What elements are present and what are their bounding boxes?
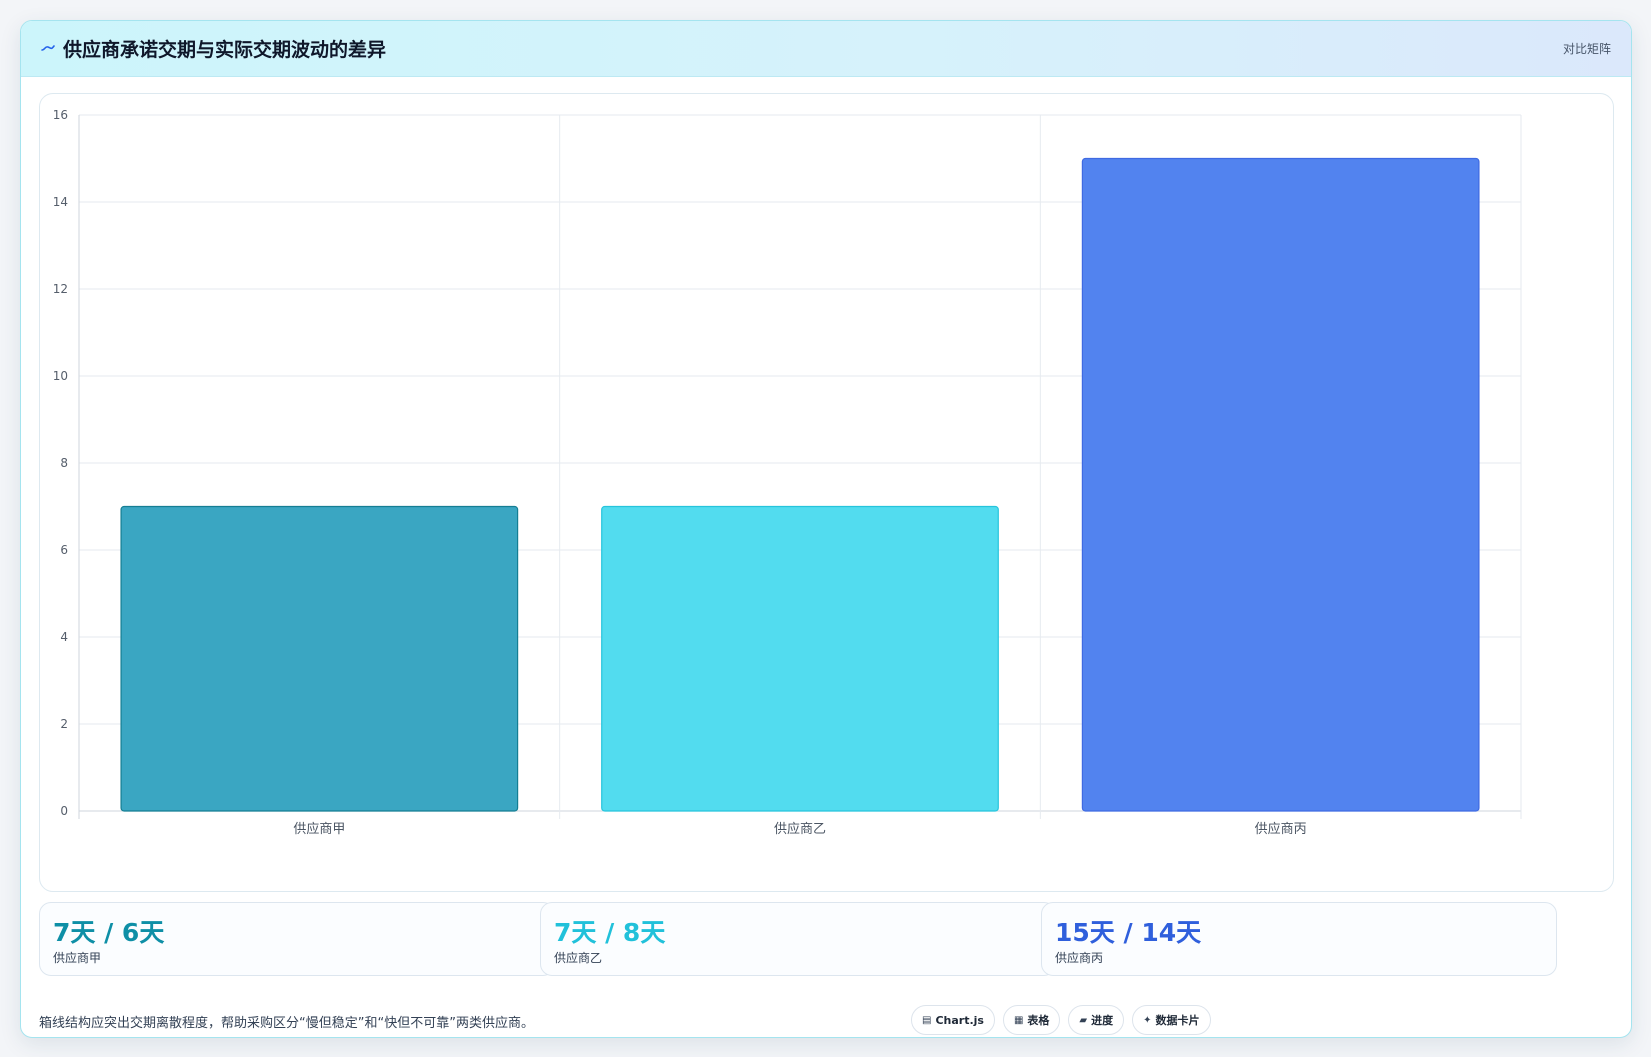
table-icon: ▦	[1013, 1014, 1024, 1026]
chart-title: 供应商承诺交期与实际交期波动的差异	[63, 39, 387, 61]
chart-icon: ▤	[922, 1014, 932, 1026]
bar-chart: 0 2 4 6 8 10 12 14 16 供应商甲 供应商乙 供应商丙	[53, 108, 1522, 837]
wave-line-icon	[41, 45, 55, 51]
progress-icon: ▰	[1079, 1014, 1088, 1026]
bar-3[interactable]	[1081, 157, 1480, 812]
stat-label: 供应商丙	[1055, 951, 1104, 965]
stat-value: 15天 / 14天	[1055, 918, 1202, 947]
y-tick-label: 16	[53, 108, 68, 122]
comparison-matrix-tag[interactable]: 对比矩阵	[1562, 42, 1611, 56]
pill-chartjs[interactable]: ▤ Chart.js	[911, 1005, 995, 1035]
bar-1[interactable]	[120, 505, 519, 812]
y-tick-label: 4	[60, 630, 68, 644]
chart-panel: 0 2 4 6 8 10 12 14 16 供应商甲 供应商乙 供应商丙	[39, 93, 1614, 892]
y-tick-label: 10	[53, 369, 68, 383]
card-header: 供应商承诺交期与实际交期波动的差异 对比矩阵	[21, 21, 1631, 77]
stat-value: 7天 / 6天	[53, 918, 165, 947]
y-tick-label: 14	[53, 195, 68, 209]
pill-label: 表格	[1027, 1014, 1050, 1027]
y-tick-label: 0	[60, 804, 68, 818]
x-tick-label: 供应商乙	[774, 821, 826, 837]
pill-data-card[interactable]: ✦ 数据卡片	[1132, 1005, 1211, 1035]
pill-table[interactable]: ▦ 表格	[1002, 1005, 1061, 1035]
stat-card-supplier-a: 7天 / 6天 供应商甲	[39, 902, 555, 976]
pill-progress[interactable]: ▰ 进度	[1068, 1005, 1125, 1035]
stats-row: 7天 / 6天 供应商甲 7天 / 8天 供应商乙 15天 / 14天 供应商丙	[39, 902, 1612, 976]
stat-label: 供应商甲	[53, 951, 102, 965]
pill-label: 进度	[1091, 1014, 1114, 1027]
bar-layer	[120, 157, 1480, 812]
y-tick-label: 6	[60, 543, 68, 557]
footer-note: 箱线结构应突出交期离散程度，帮助采购区分“慢但稳定”和“快但不可靠”两类供应商。	[39, 1016, 534, 1031]
pill-label: Chart.js	[935, 1013, 984, 1027]
x-tick-label: 供应商甲	[293, 821, 345, 837]
axis-layer: 0 2 4 6 8 10 12 14 16 供应商甲 供应商乙 供应商丙	[53, 108, 1307, 837]
tech-pills: ▤ Chart.js ▦ 表格 ▰ 进度 ✦ 数据卡片	[911, 1005, 1211, 1035]
chart-card: 供应商承诺交期与实际交期波动的差异 对比矩阵 0 2 4 6 8 10 12 14 16 供应商甲…	[20, 20, 1632, 1038]
stat-label: 供应商乙	[554, 951, 603, 965]
sparkle-icon: ✦	[1143, 1014, 1152, 1026]
pill-label: 数据卡片	[1155, 1014, 1200, 1027]
y-tick-label: 2	[60, 717, 68, 731]
stat-card-supplier-c: 15天 / 14天 供应商丙	[1041, 902, 1557, 976]
stat-card-supplier-b: 7天 / 8天 供应商乙	[540, 902, 1056, 976]
bar-2[interactable]	[601, 505, 999, 812]
stat-value: 7天 / 8天	[554, 918, 666, 947]
x-tick-label: 供应商丙	[1255, 821, 1307, 837]
y-tick-label: 8	[60, 456, 68, 470]
y-tick-label: 12	[53, 282, 68, 296]
